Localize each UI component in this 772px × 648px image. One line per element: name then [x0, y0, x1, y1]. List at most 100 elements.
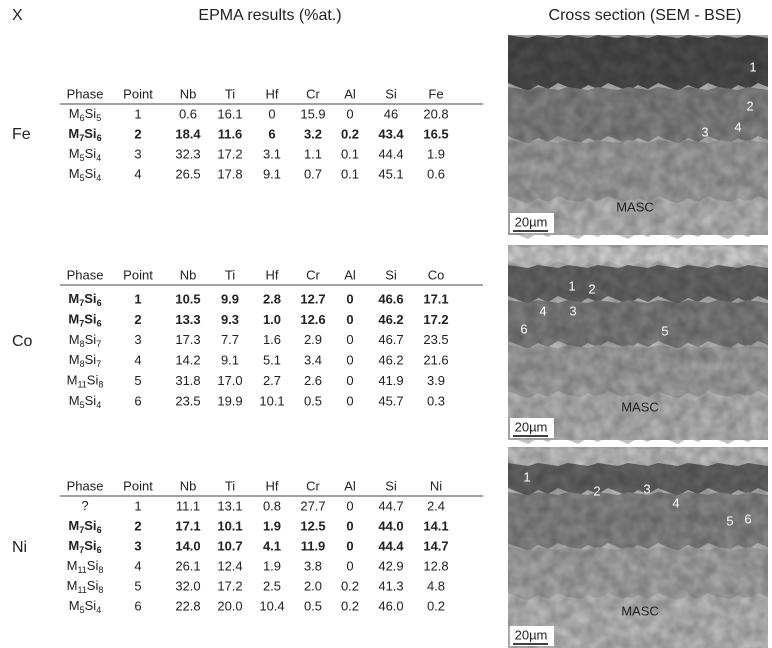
table-cell: 9.1: [263, 166, 281, 181]
phase-symbol: Si: [84, 518, 96, 533]
phase-cell: M5Si4: [69, 166, 101, 183]
table-cell: 3.1: [263, 146, 281, 161]
table-cell: 1.6: [263, 332, 281, 347]
column-header: Co: [428, 267, 445, 282]
table-cell: 6: [268, 126, 275, 141]
phase-subscript: 6: [97, 319, 102, 329]
table-cell: 15.9: [300, 106, 325, 121]
phase-subscript: 8: [98, 380, 103, 390]
table-cell: 26.5: [175, 166, 200, 181]
phase-symbol: Si: [85, 332, 97, 347]
scale-label: 20µm: [515, 419, 548, 434]
table-cell: 0.2: [341, 126, 359, 141]
matrix-label: MASC: [621, 399, 659, 414]
column-header: Al: [344, 478, 356, 493]
table-cell: 43.4: [378, 126, 404, 141]
phase-subscript: 8: [98, 565, 103, 575]
point-label: 2: [593, 483, 600, 498]
phase-cell: M11Si8: [67, 373, 104, 390]
table-cell: 9.1: [221, 353, 239, 368]
phase-subscript: 7: [79, 319, 84, 329]
table-cell: 3: [134, 332, 141, 347]
table-cell: 23.5: [423, 332, 448, 347]
phase-symbol: Si: [87, 578, 99, 593]
matrix-label: MASC: [621, 603, 659, 618]
table-cell: 1: [134, 291, 141, 306]
column-header: Si: [385, 478, 397, 493]
table-cell: 0: [346, 538, 353, 553]
table-cell: 0.6: [179, 106, 197, 121]
phase-subscript: 8: [80, 360, 85, 370]
table-cell: 20.8: [423, 106, 448, 121]
column-header: Phase: [67, 267, 104, 282]
table-cell: 5: [134, 578, 141, 593]
phase-symbol: M: [68, 126, 79, 141]
table-cell: 2: [134, 312, 141, 327]
phase-symbol: M: [69, 166, 80, 181]
table-cell: 0: [346, 498, 353, 513]
phase-subscript: 5: [80, 173, 85, 183]
scale-label: 20µm: [515, 214, 548, 229]
column-header: Al: [344, 267, 356, 282]
table-cell: 14.0: [175, 538, 200, 553]
column-header: Ni: [430, 478, 442, 493]
table-cell: 3.2: [304, 126, 322, 141]
phase-symbol: Si: [85, 598, 97, 613]
phase-subscript: 7: [96, 339, 101, 349]
table-cell: 32.0: [175, 578, 200, 593]
table-cell: 2.6: [304, 373, 322, 388]
table-cell: 46: [384, 106, 398, 121]
phase-symbol: Si: [85, 106, 97, 121]
phase-subscript: 5: [80, 605, 85, 615]
table-cell: 11.6: [218, 126, 243, 141]
point-label: 2: [588, 281, 595, 296]
table-cell: 21.6: [423, 353, 448, 368]
table-cell: 0: [346, 393, 353, 408]
column-header: Ti: [225, 267, 235, 282]
scale-label: 20µm: [515, 627, 548, 642]
phase-cell: M7Si6: [68, 518, 101, 535]
table-cell: 1.9: [427, 146, 445, 161]
phase-cell: M5Si4: [69, 598, 101, 615]
panel-label: Fe: [12, 126, 31, 143]
table-cell: 6: [134, 393, 141, 408]
table-cell: 17.2: [217, 578, 242, 593]
phase-subscript: 6: [80, 113, 85, 123]
phase-symbol: Si: [84, 126, 96, 141]
table-cell: 2: [134, 126, 141, 141]
image-title: Cross section (SEM - BSE): [549, 7, 742, 24]
table-cell: 0.2: [427, 598, 445, 613]
table-cell: 44.4: [378, 146, 403, 161]
table-cell: 18.4: [175, 126, 201, 141]
table-cell: 3.9: [427, 373, 445, 388]
table-cell: 13.3: [175, 312, 200, 327]
table-cell: 41.9: [378, 373, 403, 388]
phase-subscript: 7: [79, 133, 84, 143]
phase-subscript: 7: [79, 298, 84, 308]
table-cell: 0.3: [427, 393, 445, 408]
phase-subscript: 5: [96, 113, 101, 123]
table-cell: 2.4: [427, 498, 445, 513]
phase-cell: ?: [81, 498, 88, 513]
table-cell: 4: [134, 166, 141, 181]
table-cell: 3.4: [304, 353, 322, 368]
table-cell: 1.9: [263, 558, 281, 573]
phase-cell: M8Si7: [69, 332, 101, 349]
phase-subscript: 8: [80, 339, 85, 349]
table-cell: 17.2: [423, 312, 448, 327]
table-cell: 17.3: [175, 332, 200, 347]
scale-box: [510, 213, 554, 233]
phase-cell: M11Si8: [67, 578, 104, 595]
panel-label: Co: [12, 333, 33, 350]
table-cell: 0: [346, 373, 353, 388]
table-cell: 0.2: [341, 598, 359, 613]
table-cell: 17.2: [217, 146, 242, 161]
phase-cell: M6Si5: [69, 106, 101, 123]
column-header: Cr: [306, 86, 320, 101]
table-cell: 5: [134, 373, 141, 388]
point-label: 5: [726, 513, 733, 528]
phase-subscript: 5: [80, 400, 85, 410]
scale-box: [510, 626, 554, 646]
table-cell: 1: [134, 106, 141, 121]
